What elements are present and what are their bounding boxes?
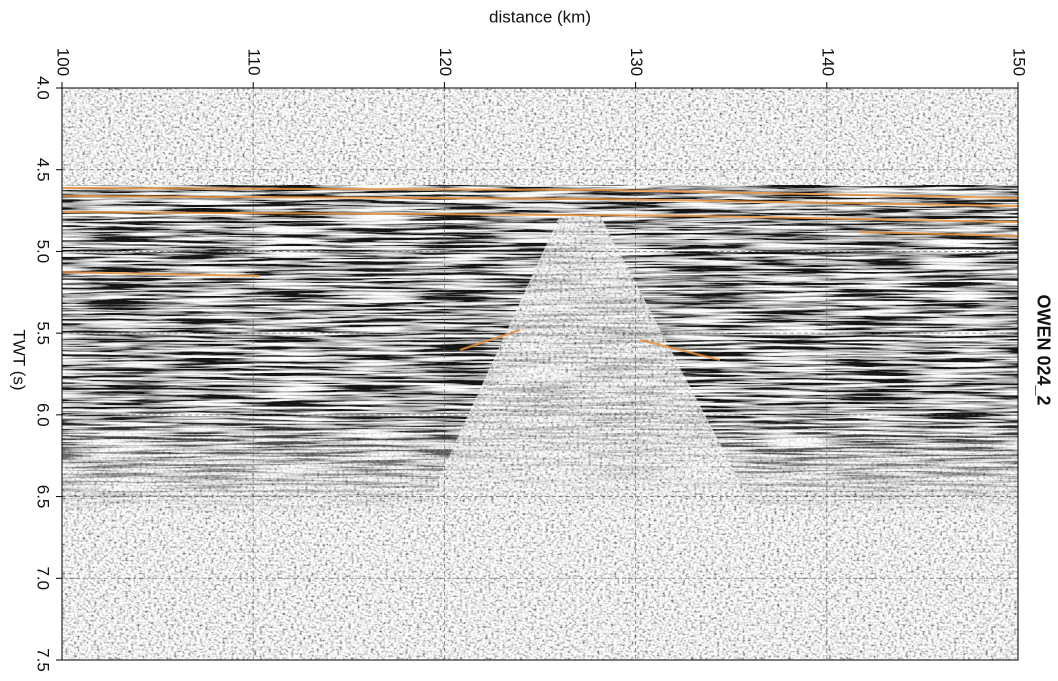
x-tick-label: 150	[1010, 48, 1029, 76]
y-tick-label: 5.0	[34, 240, 53, 264]
plot-frame	[61, 87, 1019, 661]
x-tick-label: 120	[436, 48, 455, 76]
x-tick-label: 140	[818, 48, 837, 76]
x-tick-label: 110	[245, 48, 264, 75]
seismic-image	[62, 88, 1018, 660]
y-tick-label: 5.5	[34, 321, 53, 345]
y-tick-label: 7.0	[34, 566, 53, 590]
y-axis-label: TWT (s)	[10, 329, 29, 390]
x-axis-label: distance (km)	[489, 7, 591, 26]
y-tick-label: 4.0	[34, 76, 53, 100]
section-title: OWEN 024_2	[1033, 294, 1053, 405]
x-tick-label: 130	[627, 48, 646, 76]
y-tick-label: 4.5	[34, 158, 53, 182]
y-tick-label: 6.0	[34, 403, 53, 427]
y-tick-label: 7.5	[34, 648, 53, 672]
y-tick-label: 6.5	[34, 485, 53, 509]
x-tick-label: 100	[54, 48, 73, 76]
